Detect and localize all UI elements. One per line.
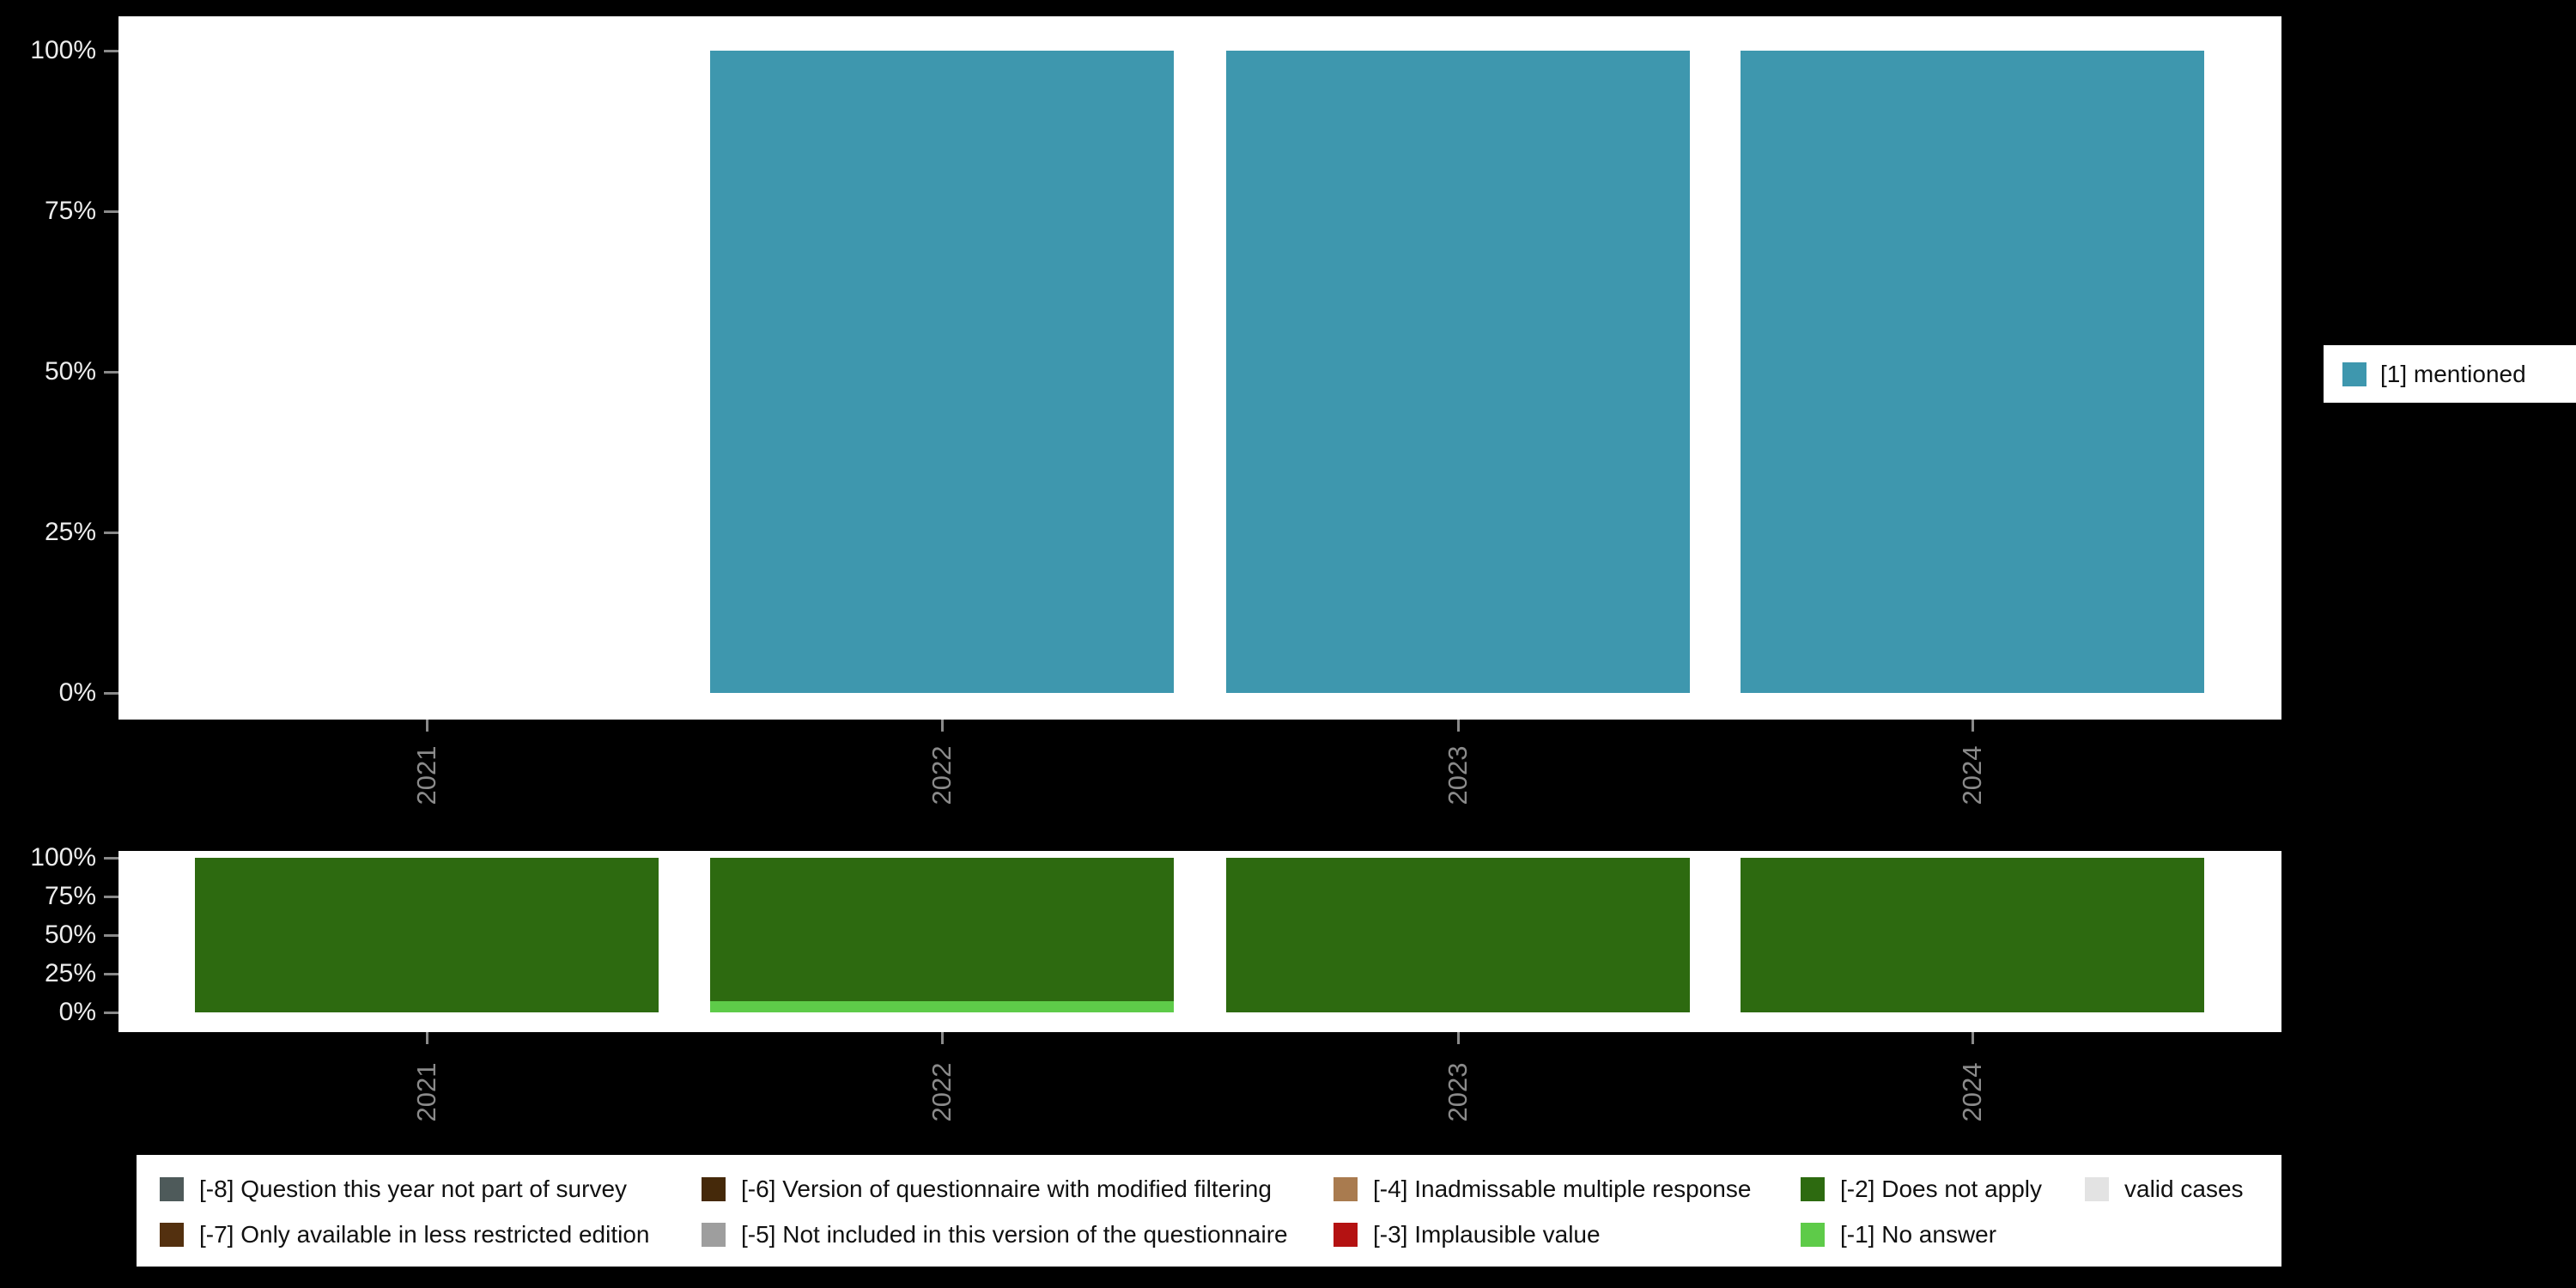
x-axis-year-label: 2024 [1957,1062,1987,1122]
legend-color-swatch [702,1177,726,1201]
legend-color-swatch [160,1177,184,1201]
legend-item-label: [1] mentioned [2380,360,2526,387]
x-axis-tick-mark [426,1032,428,1044]
legend-item-label: valid cases [2124,1176,2244,1202]
x-axis-tick-mark [1971,720,1974,732]
y-axis-tick-label: 75% [44,882,96,910]
y-axis-tick-label: 50% [44,920,96,949]
legend-item-label: [-5] Not included in this version of the… [741,1221,1288,1248]
missing-values-legend: [-8] Question this year not part of surv… [137,1155,2281,1267]
x-axis-tick-mark [1457,720,1460,732]
x-axis-year-label: 2023 [1443,745,1473,805]
y-axis-tick-mark [104,934,118,937]
x-axis-year-label: 2023 [1443,1062,1473,1122]
valid-values-chart-panel [118,16,2281,720]
legend-color-swatch [1801,1223,1825,1247]
legend-color-swatch [1801,1177,1825,1201]
y-axis-tick-mark [104,857,118,860]
legend-color-swatch [2342,361,2366,386]
x-axis-tick-mark [941,1032,944,1044]
x-axis-year-label: 2022 [927,745,957,805]
legend-color-swatch [702,1223,726,1247]
bar-segment [710,858,1174,1002]
bar-segment [195,858,659,1012]
legend-item-label: [-4] Inadmissable multiple response [1373,1176,1752,1202]
valid-values-legend: [1] mentioned [2324,345,2576,403]
x-axis-tick-mark [426,720,428,732]
bar-segment [1226,858,1690,1012]
y-axis-tick-label: 50% [44,357,96,386]
bar-segment [710,51,1174,693]
y-axis-tick-label: 100% [30,36,96,64]
y-axis-tick-label: 25% [44,518,96,546]
y-axis-tick-mark [104,371,118,374]
x-axis-year-label: 2024 [1957,745,1987,805]
y-axis-tick-mark [104,692,118,695]
bar-segment [1741,858,2204,1012]
y-axis-tick-label: 100% [30,843,96,872]
legend-item-label: [-3] Implausible value [1373,1221,1601,1248]
bar-segment [710,1001,1174,1012]
legend-item-label: [-1] No answer [1840,1221,1997,1248]
missing-values-chart-panel [118,851,2281,1032]
x-axis-year-label: 2021 [411,1062,441,1122]
y-axis-tick-label: 75% [44,197,96,225]
bar-segment [1226,51,1690,693]
y-axis-tick-mark [104,896,118,898]
legend-item-label: [-8] Question this year not part of surv… [199,1176,628,1202]
y-axis-tick-label: 0% [58,998,96,1026]
x-axis-year-label: 2022 [927,1062,957,1122]
x-axis-year-label: 2021 [411,745,441,805]
legend-color-swatch [2085,1177,2109,1201]
legend-item-label: [-6] Version of questionnaire with modif… [741,1176,1272,1202]
x-axis-tick-mark [941,720,944,732]
legend-color-swatch [1334,1177,1358,1201]
y-axis-tick-mark [104,532,118,534]
legend-color-swatch [1334,1223,1358,1247]
bar-segment [1741,51,2204,693]
legend-item-label: [-2] Does not apply [1840,1176,2043,1202]
legend-color-swatch [160,1223,184,1247]
y-axis-tick-mark [104,973,118,975]
y-axis-tick-mark [104,1012,118,1014]
y-axis-tick-mark [104,50,118,52]
y-axis-tick-label: 0% [58,678,96,707]
y-axis-tick-mark [104,210,118,213]
x-axis-tick-mark [1971,1032,1974,1044]
y-axis-tick-label: 25% [44,959,96,987]
x-axis-tick-mark [1457,1032,1460,1044]
legend-item-label: [-7] Only available in less restricted e… [199,1221,650,1248]
